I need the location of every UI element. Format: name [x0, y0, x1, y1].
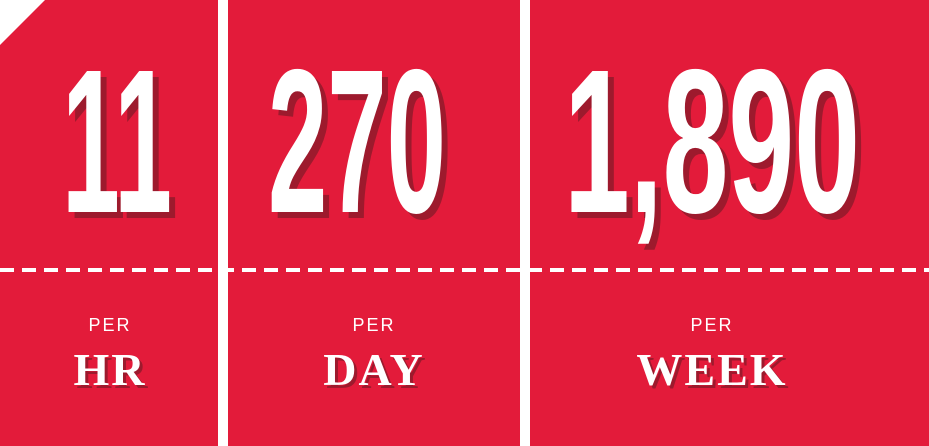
per-label: PER — [352, 315, 395, 335]
unit-label: HR — [74, 344, 147, 395]
unit-label: WEEK — [636, 344, 787, 395]
value-week: 1,890 — [564, 27, 860, 256]
per-label: PER — [88, 315, 131, 335]
unit-label: DAY — [323, 344, 424, 395]
per-label: PER — [690, 315, 733, 335]
panel-day — [228, 0, 520, 446]
value-hour: 11 — [62, 27, 172, 256]
value-day: 270 — [268, 27, 446, 256]
panel-week — [530, 0, 929, 446]
panel-hour — [0, 0, 218, 446]
